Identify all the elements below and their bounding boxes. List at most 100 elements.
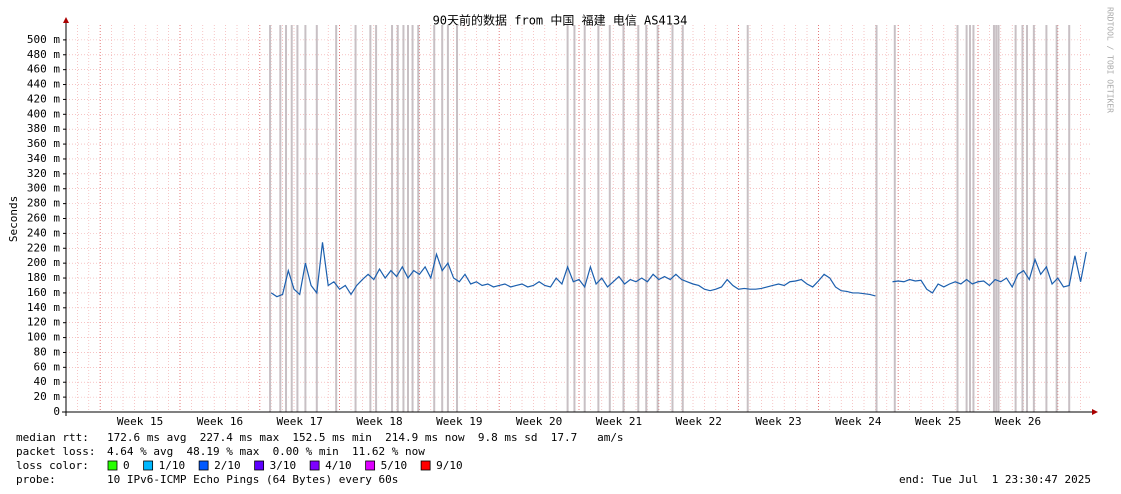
x-tick-label: Week 17 — [277, 415, 323, 428]
y-tick-label: 100 m — [27, 331, 60, 344]
footer-text: 4.64 % avg 48.19 % max 0.00 % min 11.62 … — [107, 445, 425, 458]
y-tick-label: 420 m — [27, 92, 60, 105]
y-tick-label: 220 m — [27, 241, 60, 254]
loss-event — [746, 25, 749, 412]
y-tick-label: 500 m — [27, 33, 60, 46]
legend-swatch — [143, 460, 154, 471]
loss-event — [583, 25, 586, 412]
loss-event — [402, 25, 405, 412]
y-tick-label: 80 m — [34, 345, 61, 358]
loss-event — [622, 25, 625, 412]
legend-swatch — [420, 460, 431, 471]
y-tick-label: 460 m — [27, 63, 60, 76]
x-tick-label: Week 16 — [197, 415, 243, 428]
x-tick-label: Week 25 — [915, 415, 961, 428]
loss-event — [456, 25, 459, 412]
loss-event — [1045, 25, 1048, 412]
y-tick-label: 240 m — [27, 226, 60, 239]
y-tick-label: 180 m — [27, 271, 60, 284]
footer-label: median rtt: — [16, 431, 89, 444]
footer-text: 10 IPv6-ICMP Echo Pings (64 Bytes) every… — [107, 473, 398, 486]
loss-event — [972, 25, 975, 412]
x-tick-label: Week 23 — [755, 415, 801, 428]
loss-event — [1014, 25, 1017, 412]
loss-event — [296, 25, 299, 412]
y-arrow — [63, 17, 69, 23]
loss-event — [608, 25, 611, 412]
x-tick-label: Week 26 — [995, 415, 1041, 428]
loss-event — [279, 25, 282, 412]
loss-event — [566, 25, 569, 412]
y-tick-label: 360 m — [27, 137, 60, 150]
y-tick-label: 480 m — [27, 48, 60, 61]
legend-label: 4/10 — [325, 459, 352, 472]
legend-swatch — [309, 460, 320, 471]
loss-event — [1055, 25, 1058, 412]
y-tick-label: 340 m — [27, 152, 60, 165]
y-tick-label: 60 m — [34, 360, 61, 373]
loss-event — [573, 25, 576, 412]
series-line — [892, 251, 1087, 294]
y-tick-label: 260 m — [27, 212, 60, 225]
legend-swatch — [254, 460, 265, 471]
x-tick-label: Week 24 — [835, 415, 882, 428]
loss-event — [956, 25, 959, 412]
loss-event — [369, 25, 372, 412]
legend-swatch — [198, 460, 209, 471]
loss-event — [1021, 25, 1024, 412]
loss-event — [645, 25, 648, 412]
x-tick-label: Week 18 — [356, 415, 402, 428]
loss-event — [681, 25, 684, 412]
loss-event — [997, 25, 1000, 412]
x-tick-label: Week 21 — [596, 415, 642, 428]
legend-label: 5/10 — [381, 459, 408, 472]
y-tick-label: 0 — [53, 405, 60, 418]
loss-event — [269, 25, 272, 412]
loss-event — [597, 25, 600, 412]
loss-event — [1068, 25, 1071, 412]
watermark: RRDTOOL / TOBI OETIKER — [1106, 7, 1115, 113]
y-tick-label: 280 m — [27, 197, 60, 210]
loss-event — [433, 25, 436, 412]
chart-title: 90天前的数据 from 中国 福建 电信 AS4134 — [433, 13, 688, 28]
loss-event — [335, 25, 338, 412]
loss-event — [375, 25, 378, 412]
x-arrow — [1092, 409, 1098, 415]
footer-label: packet loss: — [16, 445, 95, 458]
legend-label: 3/10 — [270, 459, 297, 472]
y-tick-label: 140 m — [27, 301, 60, 314]
legend-swatch — [365, 460, 376, 471]
series-line — [270, 242, 876, 298]
y-tick-label: 120 m — [27, 316, 60, 329]
end-time: end: Tue Jul 1 23:30:47 2025 — [899, 473, 1091, 486]
footer-label: probe: — [16, 473, 56, 486]
y-tick-label: 400 m — [27, 107, 60, 120]
loss-event — [656, 25, 659, 412]
y-axis-label: Seconds — [7, 196, 20, 242]
legend-swatch — [107, 460, 118, 471]
y-tick-label: 40 m — [34, 375, 61, 388]
loss-event — [446, 25, 449, 412]
loss-event — [391, 25, 394, 412]
loss-event — [875, 25, 878, 412]
loss-event — [995, 25, 998, 412]
loss-event — [441, 25, 444, 412]
footer-label: loss color: — [16, 459, 89, 472]
y-tick-label: 200 m — [27, 256, 60, 269]
y-tick-label: 320 m — [27, 167, 60, 180]
y-tick-label: 380 m — [27, 122, 60, 135]
loss-event — [1032, 25, 1035, 412]
x-tick-label: Week 22 — [676, 415, 722, 428]
loss-event — [965, 25, 968, 412]
loss-event — [396, 25, 399, 412]
loss-event — [354, 25, 357, 412]
legend-label: 9/10 — [436, 459, 463, 472]
loss-event — [417, 25, 420, 412]
x-tick-label: Week 19 — [436, 415, 482, 428]
loss-event — [1026, 25, 1029, 412]
loss-event — [893, 25, 896, 412]
loss-event — [315, 25, 318, 412]
loss-event — [671, 25, 674, 412]
y-tick-label: 440 m — [27, 78, 60, 91]
y-tick-label: 20 m — [34, 390, 61, 403]
